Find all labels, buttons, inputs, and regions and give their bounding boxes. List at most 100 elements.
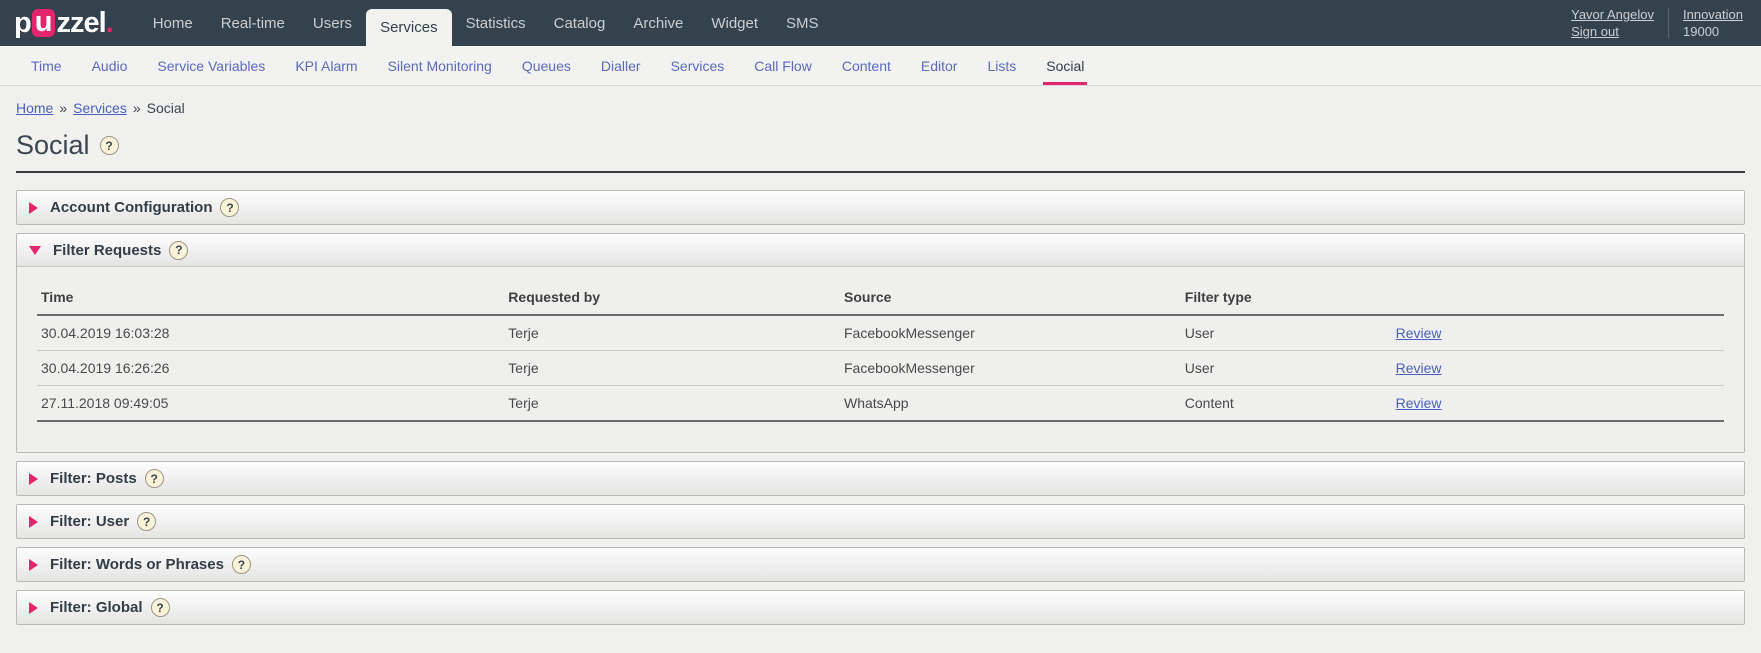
page-title: Social [16,130,90,160]
breadcrumb-separator: » [132,100,141,116]
panel-account-configuration: Account Configuration ? [16,190,1745,225]
expand-arrow-icon [29,201,38,214]
accordion-label: Filter: User [50,513,130,530]
column-header-actions [1391,281,1724,316]
subnav-item-queues[interactable]: Queues [521,57,571,74]
filter-requests-body: Time Requested by Source Filter type 30.… [17,267,1744,452]
expand-arrow-icon [29,558,38,571]
accordion-panels: Account Configuration ? Filter Requests … [16,190,1745,625]
accordion-label: Filter Requests [53,241,162,259]
panel-filter-words-or-phrases: Filter: Words or Phrases ? [16,547,1745,582]
topnav-item-widget[interactable]: Widget [711,14,759,32]
help-icon[interactable]: ? [169,240,189,260]
topnav-item-archive[interactable]: Archive [633,14,684,32]
cell-filter-type: User [1180,350,1392,386]
breadcrumb-services-link[interactable]: Services [73,100,127,116]
panel-filter-global: Filter: Global ? [16,590,1745,625]
subnav-item-editor[interactable]: Editor [920,57,958,74]
accordion-header-account-configuration[interactable]: Account Configuration ? [17,191,1744,224]
sign-out-link[interactable]: Sign out [1571,24,1619,39]
cell-requested-by: Terje [504,350,840,386]
logo-text-p: p [14,6,32,39]
cell-source: FacebookMessenger [840,315,1181,351]
user-block: Yavor Angelov Sign out [1571,6,1654,40]
subnav-item-audio[interactable]: Audio [91,57,128,74]
accordion-header-filter-user[interactable]: Filter: User ? [17,505,1744,538]
breadcrumb-current: Social [146,100,185,116]
review-link[interactable]: Review [1395,395,1442,411]
cell-filter-type: Content [1180,385,1392,422]
subnav-item-call-flow[interactable]: Call Flow [754,57,812,74]
subnav-item-services[interactable]: Services [670,57,725,74]
table-row: 27.11.2018 09:49:05 Terje WhatsApp Conte… [37,385,1724,422]
breadcrumb-separator: » [59,100,68,116]
account-name-link[interactable]: Innovation [1683,7,1743,22]
main-content: Home » Services » Social Social ? Account Co… [0,86,1761,625]
table-header-row: Time Requested by Source Filter type [37,281,1724,316]
breadcrumb-home-link[interactable]: Home [16,100,54,116]
services-sub-navigation: Time Audio Service Variables KPI Alarm S… [0,46,1761,86]
logo-text-rest: zzel [56,6,106,39]
page-help-icon[interactable]: ? [99,136,119,155]
column-header-filter-type: Filter type [1180,281,1392,316]
help-icon[interactable]: ? [144,469,164,488]
subnav-item-lists[interactable]: Lists [987,57,1017,74]
help-icon[interactable]: ? [231,555,251,574]
panel-filter-user: Filter: User ? [16,504,1745,539]
subnav-item-dialler[interactable]: Dialler [600,57,641,74]
subnav-item-social[interactable]: Social [1031,46,1099,85]
accordion-header-filter-requests[interactable]: Filter Requests ? [17,234,1744,267]
subnav-item-silent-monitoring[interactable]: Silent Monitoring [387,57,492,74]
cell-time: 27.11.2018 09:49:05 [37,385,505,422]
review-link[interactable]: Review [1395,325,1442,341]
topnav-item-catalog[interactable]: Catalog [553,14,606,32]
topnav-item-users[interactable]: Users [312,14,353,32]
column-header-time: Time [37,281,505,316]
help-icon[interactable]: ? [137,512,157,531]
accordion-header-filter-posts[interactable]: Filter: Posts ? [17,462,1744,495]
accordion-header-filter-words-or-phrases[interactable]: Filter: Words or Phrases ? [17,548,1744,581]
topbar-divider [1668,8,1669,38]
table-row: 30.04.2019 16:03:28 Terje FacebookMessen… [37,315,1724,351]
puzzel-logo[interactable]: p u zzel. [14,0,114,46]
subnav-item-service-variables[interactable]: Service Variables [157,57,266,74]
subnav-item-content[interactable]: Content [841,57,891,74]
account-number: 19000 [1683,24,1720,39]
accordion-header-filter-global[interactable]: Filter: Global ? [17,591,1744,624]
topnav-item-statistics[interactable]: Statistics [465,14,526,32]
user-name-link[interactable]: Yavor Angelov [1571,7,1654,22]
help-icon[interactable]: ? [150,598,170,617]
cell-requested-by: Terje [504,315,840,351]
page-title-row: Social ? [16,130,1745,173]
expand-arrow-icon [29,472,38,485]
topnav-item-real-time[interactable]: Real-time [220,14,285,32]
cell-time: 30.04.2019 16:03:28 [37,315,505,351]
account-block: Innovation 19000 [1683,6,1743,40]
subnav-item-kpi-alarm[interactable]: KPI Alarm [295,57,358,74]
breadcrumb: Home » Services » Social [16,100,1745,116]
cell-source: FacebookMessenger [840,350,1181,386]
main-navigation: Home Real-time Users Services Statistics… [139,0,833,46]
column-header-requested-by: Requested by [504,281,840,316]
topnav-item-sms[interactable]: SMS [786,14,819,32]
panel-filter-posts: Filter: Posts ? [16,461,1745,496]
help-icon[interactable]: ? [220,198,240,217]
logo-dot: . [105,6,114,39]
topnav-item-home[interactable]: Home [152,14,193,32]
cell-filter-type: User [1180,315,1392,351]
accordion-label: Filter: Words or Phrases [50,556,224,573]
table-row: 30.04.2019 16:26:26 Terje FacebookMessen… [37,350,1724,386]
cell-requested-by: Terje [504,385,840,422]
column-header-source: Source [840,281,1181,316]
topbar-user-area: Yavor Angelov Sign out Innovation 19000 [1571,0,1761,46]
expand-arrow-icon [29,515,38,528]
logo-u-icon: u [31,8,56,37]
accordion-label: Filter: Posts [50,470,137,487]
accordion-label: Filter: Global [50,599,143,616]
subnav-item-time[interactable]: Time [31,57,62,74]
topnav-item-services[interactable]: Services [366,9,452,46]
filter-requests-table: Time Requested by Source Filter type 30.… [37,281,1724,422]
expand-arrow-icon [29,601,38,614]
review-link[interactable]: Review [1395,360,1442,376]
panel-filter-requests: Filter Requests ? Time Requested by Sour… [16,233,1745,453]
